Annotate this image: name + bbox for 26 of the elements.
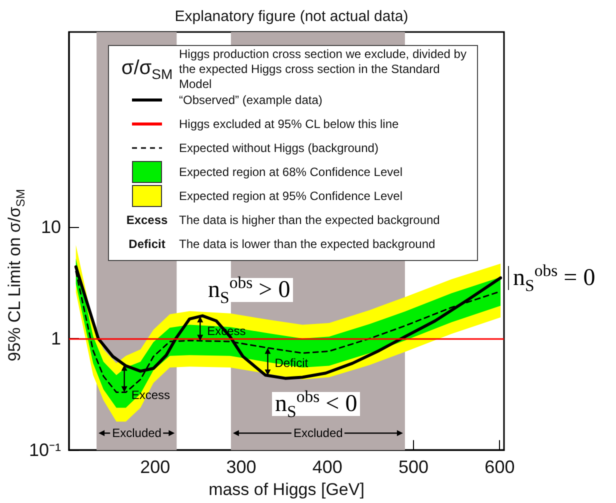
annotation: The data is lower than the expected background bbox=[179, 237, 436, 251]
chart-title: Explanatory figure (not actual data) bbox=[174, 8, 408, 25]
band-label: Excluded bbox=[293, 426, 343, 440]
annotation: Higgs production cross section we exclude, divided by the expected Higgs cross section in the Standard Model bbox=[179, 46, 468, 92]
annotation: n$_{S}$$^{obs}$ > 0 bbox=[207, 273, 292, 307]
legend-label: Expected region at 68% Confidence Level bbox=[179, 165, 402, 179]
annotation: σ/σ$_{SM}$ bbox=[121, 56, 173, 82]
annotation: n$_{S}$$^{obs}$ < 0 bbox=[274, 387, 358, 421]
annotation: Excess bbox=[126, 213, 168, 227]
text: n$_{S}$$^{obs}$ = 0 bbox=[512, 260, 596, 295]
y-tick-label: 10 bbox=[40, 217, 61, 238]
legend-label: Expected without Higgs (background) bbox=[179, 141, 378, 155]
legend-label: Higgs excluded at 95% CL below this line bbox=[179, 117, 399, 131]
x-axis-title: mass of Higgs [GeV] bbox=[208, 480, 364, 499]
legend-label: “Observed” (example data) bbox=[179, 93, 322, 107]
y-tick-label: 1 bbox=[50, 328, 61, 349]
x-tick-label: 300 bbox=[226, 457, 256, 478]
legend-label: Expected region at 95% Confidence Level bbox=[179, 189, 402, 203]
band-label: Excluded bbox=[112, 426, 162, 440]
x-tick-label: 500 bbox=[398, 457, 429, 478]
x-tick-label: 400 bbox=[312, 457, 342, 478]
annotation: Deficit bbox=[128, 237, 166, 251]
y-tick-label: 10⁻¹ bbox=[28, 440, 62, 460]
annotation: The data is higher than the expected background bbox=[179, 213, 440, 227]
x-tick-label: 200 bbox=[140, 457, 170, 478]
x-tick-label: 600 bbox=[484, 457, 515, 478]
